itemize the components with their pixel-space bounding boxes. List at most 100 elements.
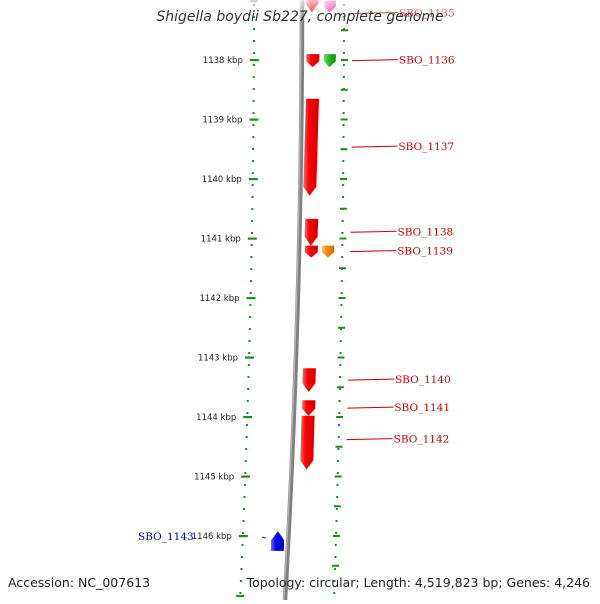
left-ring-dot <box>250 244 253 246</box>
axis-tick <box>248 178 258 181</box>
left-ring-dot <box>249 280 252 282</box>
right-ring-dot <box>341 232 344 234</box>
right-ring-dot <box>333 580 336 582</box>
right-ring-tick <box>338 326 346 329</box>
right-ring-dot <box>335 532 338 534</box>
right-ring-dot <box>334 544 337 546</box>
left-ring-dot <box>252 100 255 102</box>
top-fade-overlay <box>0 0 600 22</box>
left-ring-dot <box>250 232 253 234</box>
right-ring-dot <box>340 292 343 294</box>
left-ring-dot <box>252 52 255 54</box>
gene-label-sbo-1142: SBO_1142 <box>394 434 450 446</box>
left-ring-dot <box>244 460 247 462</box>
gene-leader-line <box>350 250 397 253</box>
gene-arrow-sbo-1140 <box>302 368 316 392</box>
gene-arrow-sbo-1142 <box>300 415 315 470</box>
right-ring-tick <box>340 118 348 121</box>
axis-tick-label: 1145 kbp <box>194 473 234 483</box>
left-ring-dot <box>252 124 255 126</box>
right-ring-dot <box>342 172 345 174</box>
right-ring-dot <box>342 160 345 162</box>
right-ring-tick <box>340 59 348 61</box>
gene-arrow <box>304 245 318 258</box>
gene-label-sbo-1140: SBO_1140 <box>395 374 451 386</box>
right-ring-dot <box>333 592 336 594</box>
left-ring-dot <box>251 220 254 222</box>
left-ring-dot <box>251 172 254 174</box>
left-ring-dot <box>252 64 255 66</box>
left-ring-dot <box>244 472 247 474</box>
axis-tick-label: 1138 kbp <box>203 56 243 66</box>
left-ring-dot <box>239 592 242 594</box>
axis-tick-label: 1139 kbp <box>202 116 242 126</box>
left-ring-dot <box>243 496 246 498</box>
left-ring-dot <box>246 424 249 426</box>
right-ring-dot <box>334 568 337 570</box>
left-ring-dot <box>249 316 252 318</box>
left-ring-dot <box>243 484 246 486</box>
right-ring-dot <box>338 388 341 390</box>
accession-text: Accession: NC_007613 <box>8 575 151 590</box>
right-ring-tick <box>333 505 341 508</box>
right-ring-dot <box>342 28 345 30</box>
left-ring-dot <box>252 88 255 90</box>
genome-backbone-highlight <box>283 0 302 601</box>
right-ring-dot <box>341 196 344 198</box>
right-ring-dot <box>338 424 341 426</box>
axis-tick-label: 1141 kbp <box>201 235 241 245</box>
right-ring-tick <box>336 416 344 418</box>
axis-tick-label: 1144 kbp <box>196 413 236 423</box>
gene-arrow-sbo-1137 <box>303 98 319 196</box>
gene-leader-line <box>351 145 398 148</box>
left-ring-dot <box>252 160 255 162</box>
right-ring-tick <box>340 178 348 180</box>
topology-text: Topology: circular; Length: 4,519,823 bp… <box>246 575 590 590</box>
right-ring-dot <box>342 136 345 138</box>
tick-layer: 1138 kbp 1139 kbp 1140 kbp 1141 kbp 1142 kbp… <box>192 0 348 597</box>
axis-tick <box>249 59 259 62</box>
gene-leader-line <box>351 59 398 62</box>
left-ring-dot <box>252 112 255 114</box>
axis-tick-label: 1143 kbp <box>198 354 238 364</box>
right-ring-dot <box>340 316 343 318</box>
left-ring-dot <box>250 268 253 270</box>
axis-tick <box>246 297 256 300</box>
left-ring-dot <box>239 580 242 582</box>
genome-title: Shigella boydii Sb227, complete genome <box>156 9 444 25</box>
axis-tick <box>245 356 255 359</box>
right-ring-tick <box>339 267 347 270</box>
left-ring-dot <box>241 532 244 534</box>
right-ring-dot <box>339 364 342 366</box>
left-ring-dot <box>251 196 254 198</box>
right-ring-tick <box>338 297 346 299</box>
gene-leader-line <box>346 438 393 441</box>
axis-tick <box>241 475 251 478</box>
right-ring-dot <box>340 280 343 282</box>
right-ring-dot <box>341 220 344 222</box>
gene-leader-line <box>347 406 394 409</box>
left-ring-dot <box>249 304 252 306</box>
right-ring-dot <box>342 64 345 66</box>
gene-label-sbo-1139: SBO_1139 <box>397 246 453 258</box>
gene-label-sbo-1143: SBO_1143 <box>138 531 194 543</box>
left-ring-dot <box>246 412 249 414</box>
left-ring-dot <box>242 508 245 510</box>
right-ring-tick <box>337 356 345 359</box>
left-ring-dot <box>252 76 255 78</box>
right-ring-tick <box>334 475 342 478</box>
backbone-layer <box>282 0 305 601</box>
right-ring-dot <box>335 520 338 522</box>
right-ring-tick <box>340 148 348 151</box>
axis-tick <box>247 237 257 240</box>
axis-tick <box>249 118 259 121</box>
right-ring-tick <box>339 207 347 210</box>
left-ring-dot <box>247 376 250 378</box>
right-ring-dot <box>338 400 341 402</box>
right-ring-tick <box>340 29 348 32</box>
gene-label-sbo-1138: SBO_1138 <box>398 226 454 238</box>
right-ring-dot <box>337 448 340 450</box>
left-ring-dot <box>245 448 248 450</box>
right-ring-dot <box>341 244 344 246</box>
